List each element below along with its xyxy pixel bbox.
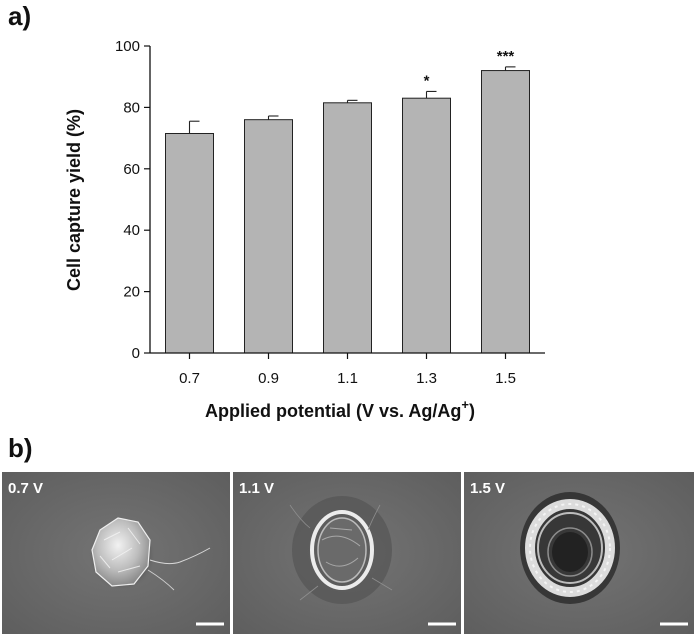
x-axis-title: Applied potential (V vs. Ag/Ag+) [205, 397, 475, 421]
significance-marker-1.3: * [424, 72, 430, 89]
sem-image-0.7v: 0.7 V [2, 472, 230, 634]
significance-marker-1.5: *** [497, 48, 515, 65]
x-tick-label: 0.9 [258, 370, 279, 387]
sem-label: 1.1 V [239, 480, 274, 497]
x-axis-ticks: 0.7 0.9 1.1 1.3 1.5 [179, 353, 516, 387]
x-tick-label: 1.5 [495, 370, 516, 387]
x-tick-label: 1.3 [416, 370, 437, 387]
y-tick-label: 80 [123, 99, 140, 116]
sem-image-1.1v: 1.1 V [233, 472, 461, 634]
bar-1.5 [481, 70, 530, 354]
bar-1.1 [323, 102, 372, 354]
sem-label: 0.7 V [8, 480, 43, 497]
sem-images: 0.7 V 1.1 V 1.5 V [2, 472, 694, 634]
sem-image-1.5v: 1.5 V [464, 472, 694, 634]
sem-label: 1.5 V [470, 480, 505, 497]
x-axis-title-main: Applied potential (V vs. Ag/Ag [205, 401, 461, 421]
bars: **** [165, 48, 530, 354]
panel-a-letter: a) [8, 1, 31, 31]
x-tick-label: 0.7 [179, 370, 200, 387]
bar-1.3 [402, 97, 451, 354]
y-axis-title: Cell capture yield (%) [64, 109, 84, 291]
y-axis-ticks: 0 20 40 60 80 100 [115, 38, 150, 362]
y-tick-label: 40 [123, 222, 140, 239]
bar-0.9 [244, 119, 293, 354]
panel-b-letter: b) [8, 433, 33, 463]
x-axis-title-superscript: + [461, 397, 469, 412]
y-tick-label: 60 [123, 161, 140, 178]
x-tick-label: 1.1 [337, 370, 358, 387]
y-tick-label: 0 [132, 345, 140, 362]
x-axis-title-end: ) [469, 401, 475, 421]
bar-0.7 [165, 132, 214, 354]
y-tick-label: 20 [123, 284, 140, 301]
y-tick-label: 100 [115, 38, 140, 55]
